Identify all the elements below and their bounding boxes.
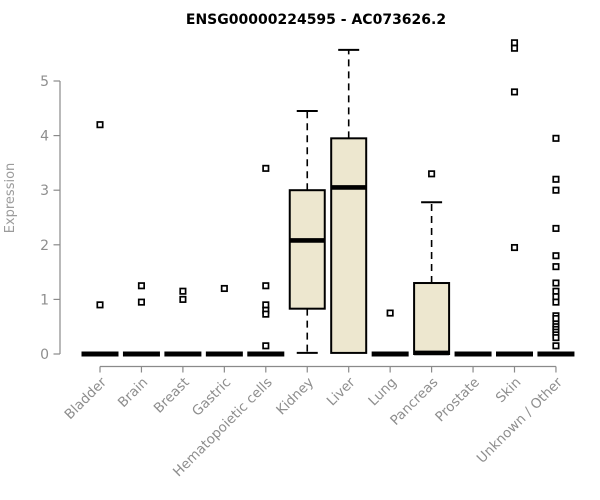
collapsed-box-bladder: [81, 351, 119, 357]
outlier-skin-2: [510, 88, 519, 96]
outlier-unknown-other-8: [552, 293, 560, 301]
outlier-skin-0: [510, 39, 519, 47]
outlier-bladder-0: [96, 121, 104, 129]
outlier-unknown-other-17: [552, 334, 560, 342]
y-tick-label: 4: [40, 129, 49, 145]
x-tick-label-breast: Breast: [151, 375, 193, 417]
outlier-breast-1: [179, 295, 187, 303]
outlier-unknown-other-2: [552, 186, 560, 194]
outlier-gastric-0: [220, 284, 228, 293]
collapsed-box-gastric: [205, 351, 243, 357]
outlier-unknown-other-1: [552, 175, 560, 183]
box-kidney: [288, 189, 326, 310]
collapsed-box-skin: [496, 351, 533, 357]
x-tick-label-brain: Brain: [115, 375, 151, 411]
outlier-breast-0: [179, 287, 187, 295]
outlier-hematopoietic-cells-5: [262, 342, 270, 350]
outlier-unknown-other-5: [552, 263, 560, 271]
collapsed-box-brain: [122, 351, 160, 357]
outlier-hematopoietic-cells-2: [262, 301, 270, 309]
outlier-unknown-other-9: [552, 298, 560, 306]
y-tick-label: 0: [40, 347, 49, 363]
outlier-unknown-other-4: [552, 252, 560, 260]
outlier-unknown-other-0: [552, 134, 560, 142]
outlier-skin-3: [510, 243, 519, 252]
box-liver: [330, 137, 368, 354]
outlier-brain-1: [137, 298, 146, 306]
y-tick-label: 1: [40, 292, 49, 308]
y-tick-label: 3: [40, 183, 49, 199]
x-tick-label-prostate: Prostate: [432, 375, 483, 426]
y-axis-title: Expression: [3, 163, 18, 234]
collapsed-box-lung: [371, 351, 409, 357]
x-tick-label-liver: Liver: [324, 374, 359, 409]
outlier-bladder-1: [96, 301, 104, 309]
outlier-unknown-other-11: [552, 314, 560, 323]
chart-title: ENSG00000224595 - AC073626.2: [186, 12, 446, 28]
outlier-skin-1: [510, 44, 519, 52]
y-tick-label: 5: [40, 74, 49, 90]
outlier-unknown-other-6: [552, 279, 560, 287]
outlier-hematopoietic-cells-1: [262, 282, 270, 290]
collapsed-box-unknown-other: [537, 351, 575, 357]
collapsed-box-breast: [164, 351, 202, 357]
outlier-hematopoietic-cells-4: [262, 310, 270, 318]
collapsed-box-hematopoietic-cells: [247, 351, 285, 357]
x-tick-label-kidney: Kidney: [273, 375, 317, 419]
outlier-pancreas-0: [428, 170, 436, 178]
outlier-hematopoietic-cells-0: [262, 164, 270, 172]
x-tick-label-skin: Skin: [493, 375, 525, 407]
x-tick-label-lung: Lung: [365, 375, 400, 410]
outlier-unknown-other-3: [552, 224, 560, 232]
collapsed-box-prostate: [454, 351, 492, 357]
y-tick-label: 2: [40, 238, 49, 254]
x-tick-label-bladder: Bladder: [62, 374, 111, 423]
outlier-brain-0: [137, 282, 146, 290]
outlier-unknown-other-18: [552, 342, 560, 350]
outlier-unknown-other-7: [552, 287, 560, 295]
outlier-lung-0: [386, 309, 394, 317]
box-pancreas: [413, 282, 451, 355]
